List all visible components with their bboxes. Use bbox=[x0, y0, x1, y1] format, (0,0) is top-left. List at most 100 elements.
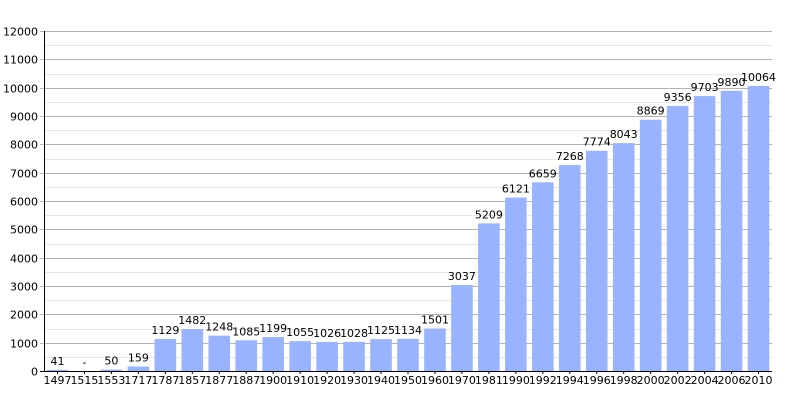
data-label-2004: 9703 bbox=[691, 81, 719, 94]
bar-1497 bbox=[46, 369, 69, 371]
bar-1940 bbox=[370, 339, 392, 372]
x-tick-label-1497: 1497 bbox=[43, 374, 71, 387]
x-tick-label-1887: 1887 bbox=[232, 374, 260, 387]
data-label-1515: - bbox=[82, 356, 86, 369]
x-tick-label-1787: 1787 bbox=[151, 374, 179, 387]
data-label-1970: 3037 bbox=[448, 270, 476, 283]
data-label-1857: 1482 bbox=[178, 314, 206, 327]
data-label-1497: 41 bbox=[50, 355, 64, 368]
x-tick-label-2000: 2000 bbox=[637, 374, 665, 387]
bar-1998 bbox=[612, 143, 635, 371]
data-label-1887: 1085 bbox=[232, 325, 260, 338]
bar-1950 bbox=[397, 338, 419, 371]
x-tick-label-1920: 1920 bbox=[313, 374, 341, 387]
y-tick-label: 3000 bbox=[10, 281, 38, 294]
bar-1992 bbox=[532, 182, 554, 371]
data-label-1910: 1055 bbox=[286, 326, 314, 339]
axes bbox=[40, 31, 772, 374]
x-tick-label-1940: 1940 bbox=[367, 374, 395, 387]
data-label-1787: 1129 bbox=[151, 324, 179, 337]
bar-2002 bbox=[666, 105, 689, 371]
x-tick-label-1857: 1857 bbox=[178, 374, 206, 387]
bar-1930 bbox=[343, 341, 365, 371]
bar-1920 bbox=[316, 341, 338, 371]
y-tick-label: 8000 bbox=[10, 139, 38, 152]
x-tick-label-1515: 1515 bbox=[70, 374, 98, 387]
bar-1717 bbox=[127, 366, 150, 371]
x-tick-label-1981: 1981 bbox=[475, 374, 503, 387]
x-tick-label-1910: 1910 bbox=[286, 374, 314, 387]
y-tick-label: 0 bbox=[31, 366, 38, 379]
data-label-2010: 10064 bbox=[741, 71, 776, 84]
bar-1990 bbox=[505, 197, 527, 371]
y-tick-label: 5000 bbox=[10, 224, 38, 237]
gridlines bbox=[40, 31, 772, 358]
data-label-1992: 6659 bbox=[529, 167, 557, 180]
bars bbox=[46, 85, 770, 372]
x-tick-label-2002: 2002 bbox=[664, 374, 692, 387]
data-label-1877: 1248 bbox=[205, 321, 233, 334]
data-label-1717: 159 bbox=[128, 352, 149, 365]
data-label-1553: 50 bbox=[104, 355, 118, 368]
x-tick-label-1994: 1994 bbox=[556, 374, 584, 387]
data-label-1900: 1199 bbox=[259, 322, 287, 335]
x-tick-label-1900: 1900 bbox=[259, 374, 287, 387]
y-tick-label: 1000 bbox=[10, 338, 38, 351]
bar-1887 bbox=[235, 340, 258, 371]
data-label-1930: 1028 bbox=[340, 327, 368, 340]
y-tick-label: 2000 bbox=[10, 309, 38, 322]
bar-1981 bbox=[478, 223, 500, 371]
x-tick-label-1717: 1717 bbox=[124, 374, 152, 387]
data-label-2000: 8869 bbox=[637, 105, 665, 118]
bar-2004 bbox=[693, 96, 716, 371]
data-label-1990: 6121 bbox=[502, 183, 530, 196]
data-label-1998: 8043 bbox=[610, 128, 638, 141]
bar-1970 bbox=[451, 284, 473, 371]
data-labels: 41 - 50 159 11291482124810851199105510261028… bbox=[50, 71, 776, 369]
data-label-1950: 1134 bbox=[394, 324, 422, 337]
bar-1787 bbox=[154, 339, 177, 371]
y-tick-label: 12000 bbox=[3, 26, 38, 39]
y-tick-label: 9000 bbox=[10, 111, 38, 124]
y-tick-label: 10000 bbox=[3, 83, 38, 96]
data-label-1994: 7268 bbox=[556, 150, 584, 163]
data-label-1960: 1501 bbox=[421, 313, 449, 326]
y-tick-label: 4000 bbox=[10, 253, 38, 266]
x-tick-label-1877: 1877 bbox=[205, 374, 233, 387]
x-tick-label-1553: 1553 bbox=[97, 374, 125, 387]
bar-1996 bbox=[585, 150, 608, 371]
data-label-1920: 1026 bbox=[313, 327, 341, 340]
bar-1960 bbox=[424, 328, 446, 371]
bar-1994 bbox=[558, 165, 581, 371]
data-label-1981: 5209 bbox=[475, 208, 503, 221]
bar-1553 bbox=[100, 369, 123, 371]
x-tick-label-2010: 2010 bbox=[745, 374, 773, 387]
x-tick-label-1970: 1970 bbox=[448, 374, 476, 387]
x-tick-label-1950: 1950 bbox=[394, 374, 422, 387]
y-tick-label: 6000 bbox=[10, 196, 38, 209]
x-tick-label-1960: 1960 bbox=[421, 374, 449, 387]
data-label-1940: 1125 bbox=[367, 324, 395, 337]
bar-1877 bbox=[208, 335, 231, 371]
x-tick-label-1930: 1930 bbox=[340, 374, 368, 387]
y-tick-label: 7000 bbox=[10, 168, 38, 181]
y-axis-tick-labels: 0 1000 2000 3000 4000 5000 6000 7000 8000 9000 100… bbox=[3, 26, 38, 379]
data-label-2002: 9356 bbox=[664, 91, 692, 104]
bar-2000 bbox=[639, 119, 662, 372]
bar-1900 bbox=[262, 337, 284, 371]
bar-1857 bbox=[181, 329, 204, 371]
x-tick-label-2004: 2004 bbox=[691, 374, 719, 387]
bar-2010 bbox=[747, 85, 770, 371]
data-label-1996: 7774 bbox=[583, 136, 611, 149]
x-tick-label-1992: 1992 bbox=[529, 374, 557, 387]
x-tick-label-1996: 1996 bbox=[583, 374, 611, 387]
x-tick-label-1990: 1990 bbox=[502, 374, 530, 387]
bar-2006 bbox=[720, 90, 743, 371]
x-tick-label-1998: 1998 bbox=[610, 374, 638, 387]
y-tick-label: 11000 bbox=[3, 54, 38, 67]
x-tick-label-2006: 2006 bbox=[718, 374, 746, 387]
data-label-2006: 9890 bbox=[718, 76, 746, 89]
x-axis-tick-labels: 1497151515531717178718571877188719001910… bbox=[43, 374, 772, 387]
bar-1910 bbox=[289, 341, 311, 371]
